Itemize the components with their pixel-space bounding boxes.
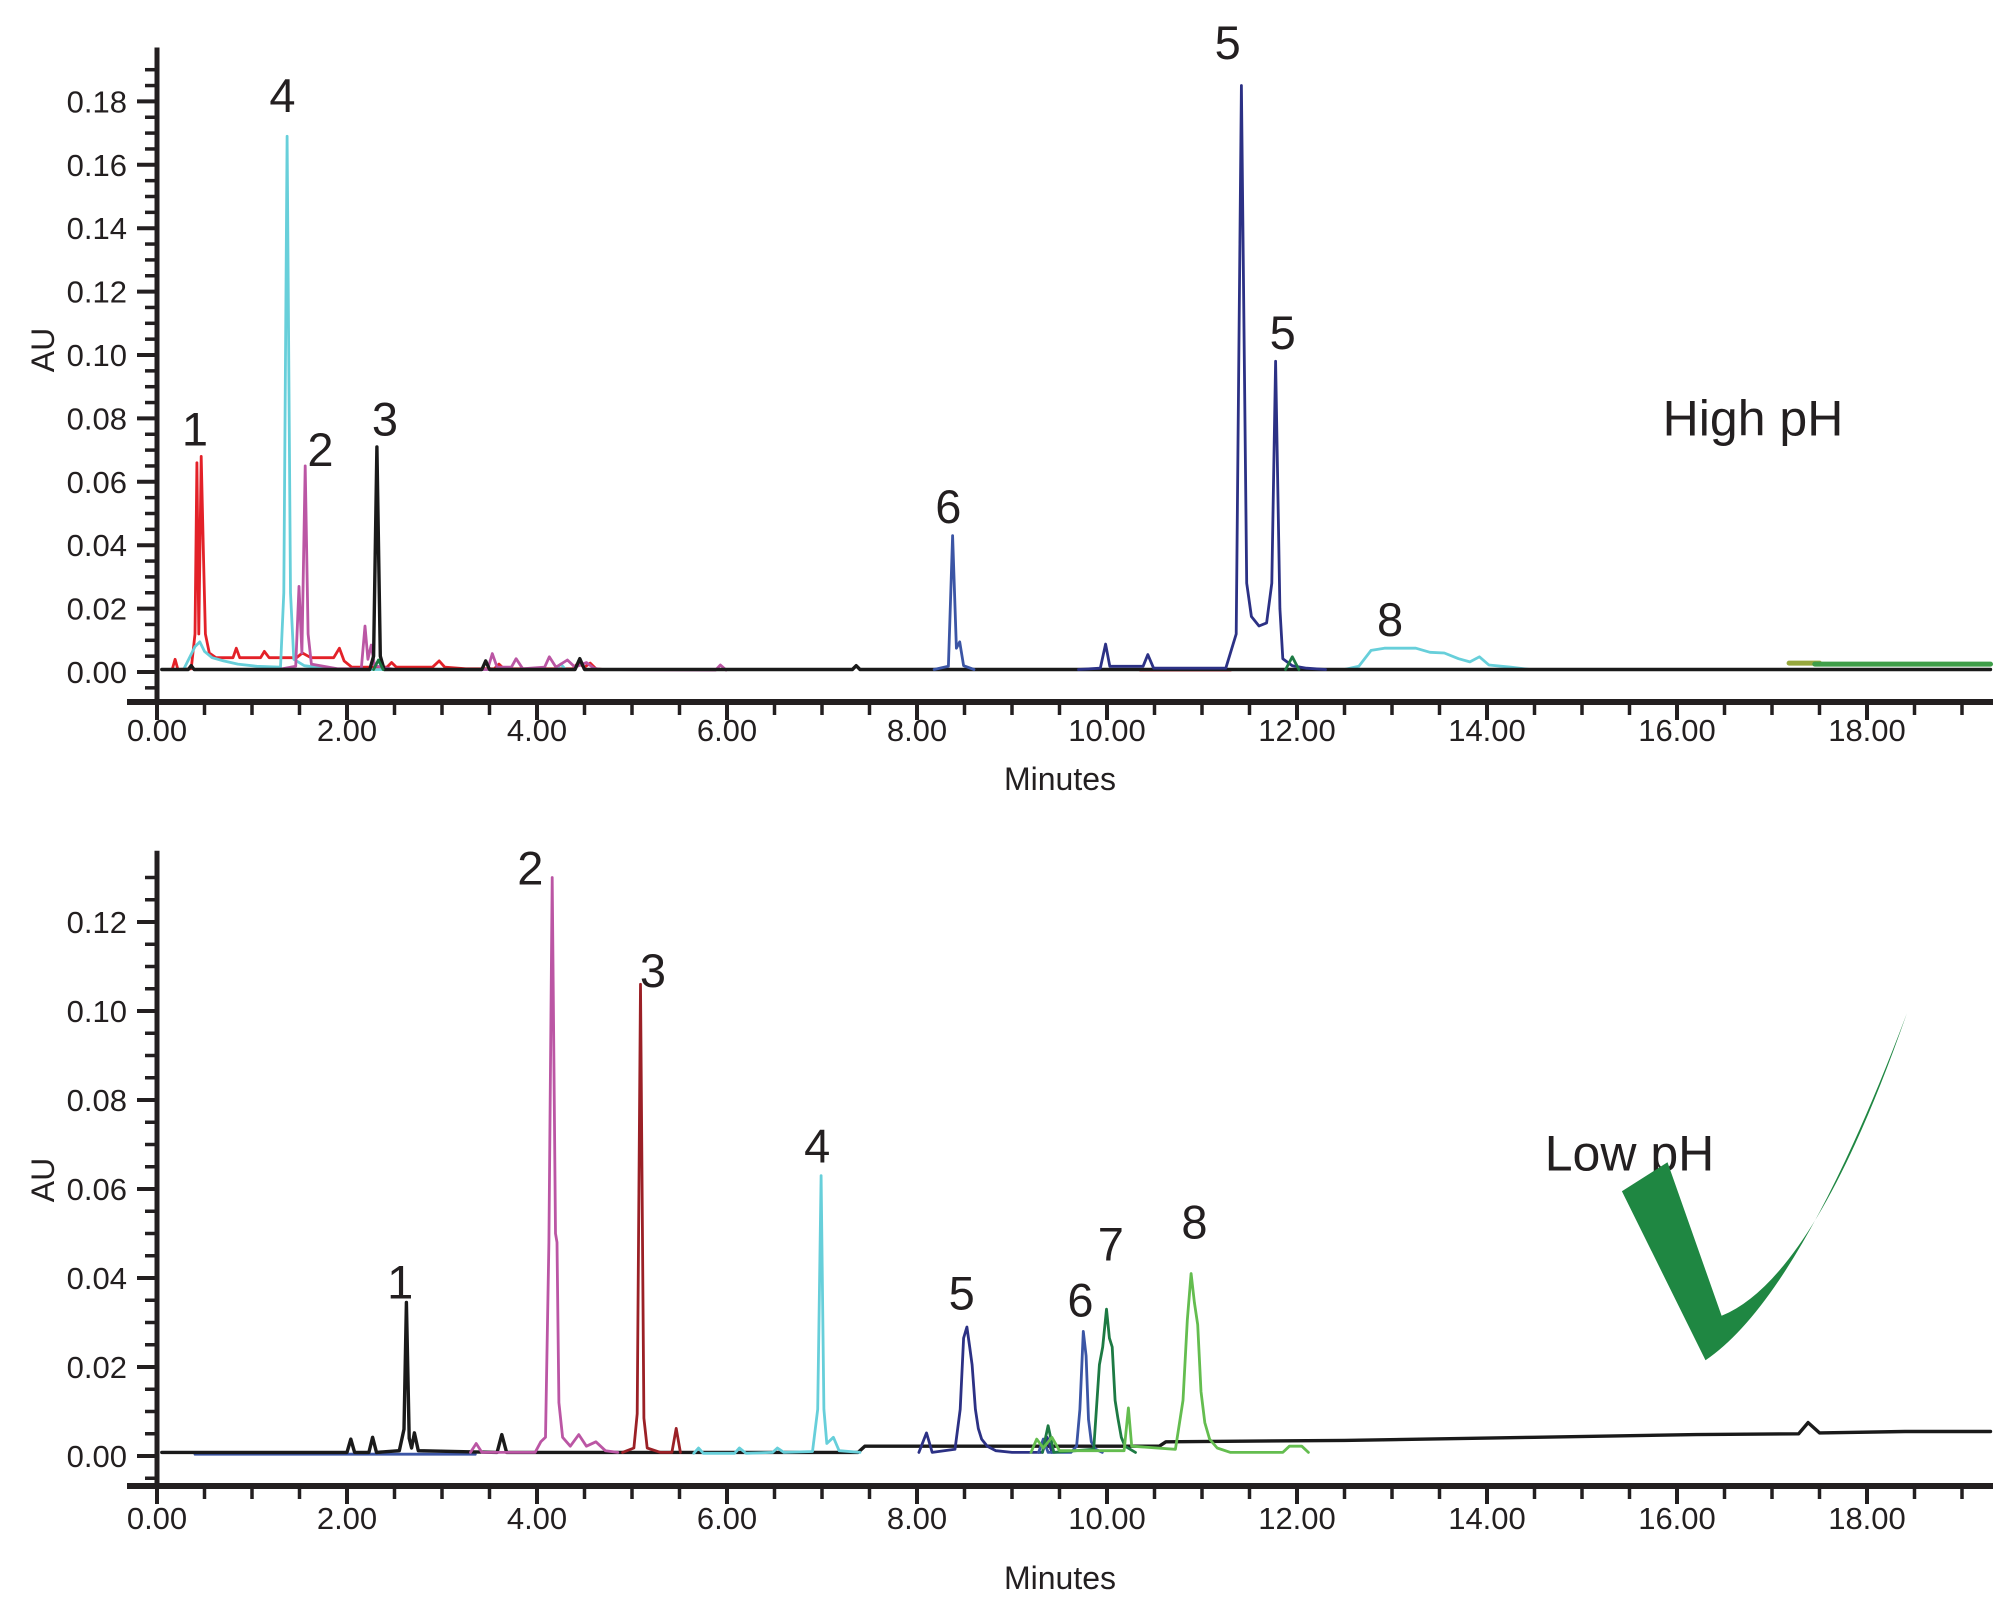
peak-label-5: 5 (1270, 306, 1296, 359)
x-tick-label: 18.00 (1828, 1501, 1906, 1536)
x-tick-label: 0.00 (127, 1501, 187, 1536)
trace-red (163, 455, 605, 671)
peak-label-8: 8 (1377, 593, 1403, 646)
peak-label-6: 6 (1067, 1273, 1093, 1326)
x-axis-title: Minutes (1004, 1560, 1116, 1596)
x-tick-label: 0.00 (127, 713, 187, 748)
y-tick-label: 0.10 (67, 338, 127, 373)
x-tick-label: 6.00 (697, 713, 757, 748)
trace-teal-early (372, 658, 385, 671)
trace-teal-late (1284, 655, 1301, 671)
peak-label-5: 5 (949, 1267, 975, 1320)
y-axis-title: AU (25, 1158, 61, 1202)
peak-label-5: 5 (1215, 16, 1241, 69)
y-axis-title: AU (25, 328, 61, 372)
peak-label-1: 1 (182, 402, 208, 455)
x-tick-label: 2.00 (317, 1501, 377, 1536)
trace-navy-5 (1077, 84, 1327, 671)
y-tick-label: 0.12 (67, 905, 127, 940)
trace-black-baseline (160, 445, 1993, 672)
x-tick-label: 12.00 (1258, 713, 1336, 748)
peak-label-6: 6 (935, 480, 961, 533)
y-tick-label: 0.18 (67, 84, 127, 119)
y-tick-label: 0.02 (67, 592, 127, 627)
x-tick-label: 12.00 (1258, 1501, 1336, 1536)
trace-cyan-hump-8 (1343, 646, 1532, 671)
y-tick-label: 0.16 (67, 148, 127, 183)
high-ph-annotation: High pH (1663, 390, 1844, 446)
peak-label-7: 7 (1098, 1218, 1124, 1271)
peak-label-3: 3 (640, 944, 666, 997)
x-tick-label: 4.00 (507, 713, 567, 748)
y-tick-label: 0.10 (67, 994, 127, 1029)
peak-label-8: 8 (1181, 1195, 1207, 1248)
trace-blue-6 (932, 534, 976, 671)
peak-label-3: 3 (372, 393, 398, 446)
y-tick-label: 0.12 (67, 275, 127, 310)
trace-cyan-4 (692, 1174, 862, 1455)
x-tick-label: 10.00 (1068, 1501, 1146, 1536)
trace-navy-5 (917, 1325, 1054, 1454)
x-tick-label: 4.00 (507, 1501, 567, 1536)
peak-label-1: 1 (387, 1255, 413, 1308)
peak-label-4: 4 (804, 1120, 830, 1173)
high-ph-chart-panel: 0.00 0.02 0.04 0.06 0.08 0.10 0.12 0.14 0.16 0.18… (25, 16, 1993, 797)
y-tick-label: 0.08 (67, 401, 127, 436)
x-axis-title: Minutes (1004, 761, 1116, 797)
trace-darkred-3 (621, 982, 682, 1454)
trace-black (160, 1300, 1993, 1455)
trace-lightgreen-8 (1029, 1272, 1310, 1454)
x-tick-label: 14.00 (1448, 1501, 1526, 1536)
x-tick-label: 18.00 (1828, 713, 1906, 748)
y-tick-label: 0.00 (67, 655, 127, 690)
y-tick-label: 0.04 (67, 528, 127, 563)
trace-blue-6 (1037, 1330, 1104, 1454)
y-tick-label: 0.14 (67, 211, 127, 246)
checkmark-icon (1621, 1013, 1907, 1361)
x-tick-label: 6.00 (697, 1501, 757, 1536)
low-ph-chart-panel: 0.00 0.02 0.04 0.06 0.08 0.10 0.12 0.00 2.00 4.00… (25, 842, 1993, 1596)
x-tick-label: 2.00 (317, 713, 377, 748)
x-tick-label: 16.00 (1638, 1501, 1716, 1536)
peak-label-2: 2 (517, 842, 543, 895)
y-tick-label: 0.06 (67, 1172, 127, 1207)
y-tick-label: 0.02 (67, 1350, 127, 1385)
x-tick-label: 8.00 (887, 1501, 947, 1536)
x-tick-label: 14.00 (1448, 713, 1526, 748)
y-tick-label: 0.04 (67, 1261, 127, 1296)
peak-label-2: 2 (307, 423, 333, 476)
y-tick-label: 0.00 (67, 1439, 127, 1474)
y-tick-label: 0.08 (67, 1083, 127, 1118)
trace-magenta (277, 464, 728, 672)
y-tick-label: 0.06 (67, 465, 127, 500)
trace-magenta-2 (469, 876, 620, 1454)
peak-label-4: 4 (269, 69, 295, 122)
x-tick-label: 8.00 (887, 713, 947, 748)
low-ph-annotation: Low pH (1545, 1125, 1715, 1181)
x-tick-label: 10.00 (1068, 713, 1146, 748)
x-tick-label: 16.00 (1638, 713, 1716, 748)
